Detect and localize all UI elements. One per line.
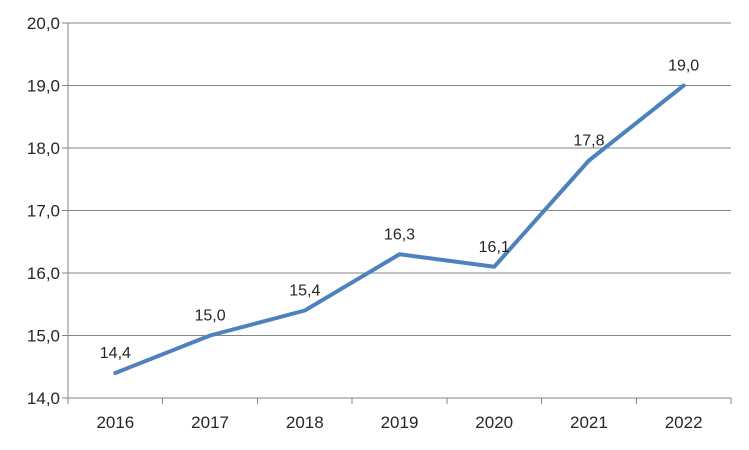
x-tick-label: 2016 xyxy=(96,413,134,432)
data-point-label: 19,0 xyxy=(668,58,699,75)
x-tick-label: 2017 xyxy=(191,413,229,432)
data-point-label: 16,1 xyxy=(479,239,510,256)
y-tick-label: 16,0 xyxy=(27,264,60,283)
data-point-label: 14,4 xyxy=(100,345,131,362)
y-tick-label: 18,0 xyxy=(27,139,60,158)
x-tick-label: 2022 xyxy=(665,413,703,432)
data-point-label: 15,0 xyxy=(195,308,226,325)
x-tick-label: 2021 xyxy=(570,413,608,432)
data-point-label: 15,4 xyxy=(289,283,320,300)
x-tick-label: 2019 xyxy=(381,413,419,432)
data-point-label: 16,3 xyxy=(384,226,415,243)
y-tick-label: 20,0 xyxy=(27,14,60,33)
y-tick-label: 15,0 xyxy=(27,327,60,346)
series-line xyxy=(113,83,686,375)
data-point-label: 17,8 xyxy=(573,133,604,150)
x-tick-label: 2018 xyxy=(286,413,324,432)
y-tick-label: 19,0 xyxy=(27,77,60,96)
y-tick-label: 14,0 xyxy=(27,389,60,408)
y-tick-label: 17,0 xyxy=(27,202,60,221)
x-tick-label: 2020 xyxy=(475,413,513,432)
